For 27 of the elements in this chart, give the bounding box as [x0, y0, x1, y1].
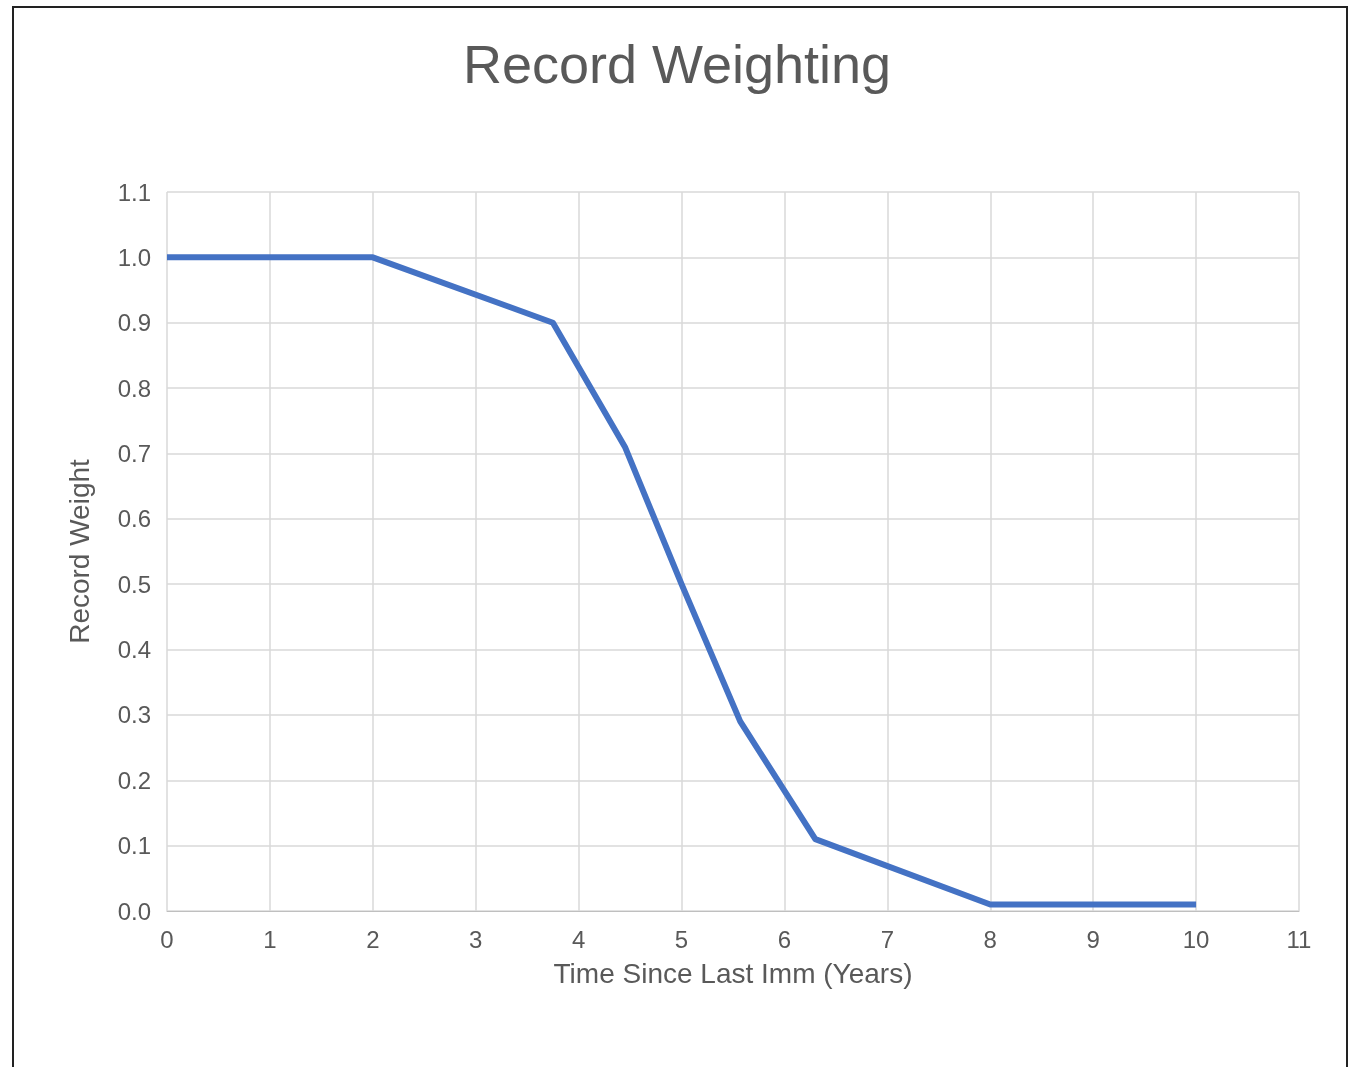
- x-tick-label: 9: [1086, 925, 1100, 953]
- y-tick-label: 0.3: [117, 701, 151, 729]
- x-tick-label: 2: [366, 925, 380, 953]
- y-tick-label: 0.5: [117, 570, 151, 598]
- y-tick-label: 0.1: [117, 832, 151, 860]
- x-tick-label: 11: [1286, 925, 1312, 953]
- x-tick-label: 1: [263, 925, 277, 953]
- y-tick-label: 0.7: [117, 439, 151, 467]
- x-tick-label: 4: [571, 925, 586, 953]
- x-tick-label: 8: [983, 925, 997, 953]
- x-tick-label: 7: [880, 925, 895, 953]
- y-tick-label: 1.1: [117, 178, 151, 206]
- x-axis-title: Time Since Last Imm (Years): [553, 957, 913, 989]
- y-tick-label: 0.4: [117, 636, 151, 664]
- y-tick-label: 0.0: [117, 897, 151, 925]
- x-tick-label: 6: [777, 925, 792, 953]
- x-tick-label: 5: [674, 925, 689, 953]
- y-tick-label: 0.9: [117, 309, 151, 337]
- x-tick-label: 0: [160, 925, 174, 953]
- y-tick-label: 1.0: [117, 243, 151, 271]
- y-tick-label: 0.2: [117, 766, 151, 794]
- x-tick-label: 10: [1182, 925, 1210, 953]
- chart-title: Record Weighting: [462, 34, 892, 94]
- y-axis-title: Record Weight: [63, 458, 95, 644]
- y-tick-label: 0.8: [117, 374, 151, 402]
- y-tick-label: 0.6: [117, 505, 151, 533]
- x-tick-label: 3: [469, 925, 483, 953]
